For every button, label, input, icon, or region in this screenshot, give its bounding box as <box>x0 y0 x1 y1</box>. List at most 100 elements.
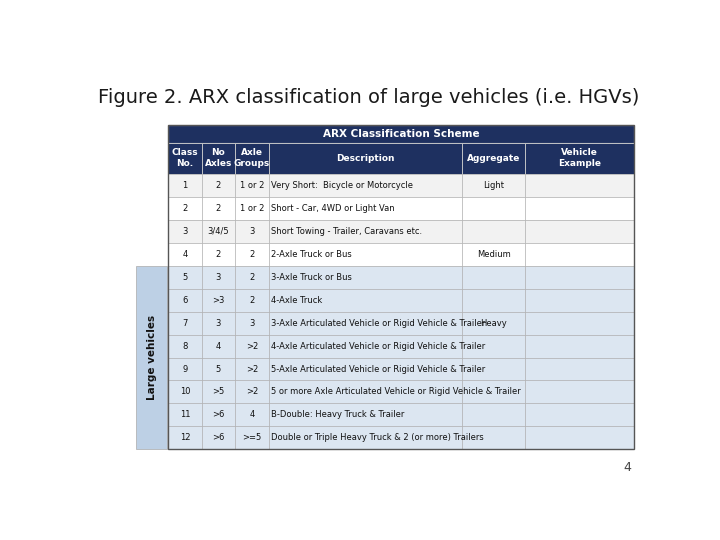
Text: 12: 12 <box>180 434 190 442</box>
Bar <box>462 288 525 312</box>
Bar <box>525 427 634 449</box>
Text: 2-Axle Truck or Bus: 2-Axle Truck or Bus <box>271 249 352 259</box>
Bar <box>235 266 269 288</box>
Bar <box>269 381 462 403</box>
Bar <box>269 288 462 312</box>
Bar <box>136 266 167 449</box>
Text: Axle
Groups: Axle Groups <box>234 148 270 168</box>
Bar <box>462 335 525 357</box>
Text: 3: 3 <box>216 273 221 282</box>
Text: 2: 2 <box>182 204 187 213</box>
Bar <box>235 174 269 197</box>
Text: 3: 3 <box>182 227 188 235</box>
Text: B-Double: Heavy Truck & Trailer: B-Double: Heavy Truck & Trailer <box>271 410 405 420</box>
Text: Short Towing - Trailer, Caravans etc.: Short Towing - Trailer, Caravans etc. <box>271 227 422 235</box>
Text: 5: 5 <box>216 364 221 374</box>
Bar <box>525 266 634 288</box>
Bar <box>462 242 525 266</box>
Text: >5: >5 <box>212 388 225 396</box>
Bar <box>235 381 269 403</box>
Text: 1 or 2: 1 or 2 <box>240 181 264 190</box>
Bar <box>269 357 462 381</box>
Bar <box>269 220 462 242</box>
Text: 4-Axle Truck: 4-Axle Truck <box>271 295 323 305</box>
Bar <box>235 288 269 312</box>
Bar <box>269 427 462 449</box>
Text: 5: 5 <box>182 273 187 282</box>
Text: Very Short:  Bicycle or Motorcycle: Very Short: Bicycle or Motorcycle <box>271 181 413 190</box>
Bar <box>168 174 202 197</box>
Text: 3: 3 <box>249 319 255 328</box>
Bar <box>202 174 235 197</box>
Bar <box>525 357 634 381</box>
Bar <box>269 242 462 266</box>
Bar <box>168 125 634 143</box>
Text: 1: 1 <box>182 181 187 190</box>
Text: 6: 6 <box>182 295 188 305</box>
Text: 3/4/5: 3/4/5 <box>207 227 229 235</box>
Text: >2: >2 <box>246 341 258 350</box>
Text: 4: 4 <box>182 249 187 259</box>
Bar <box>525 143 634 174</box>
Bar <box>202 288 235 312</box>
Bar <box>462 381 525 403</box>
Text: 2: 2 <box>249 273 255 282</box>
Text: >3: >3 <box>212 295 225 305</box>
Bar <box>462 143 525 174</box>
Bar <box>462 266 525 288</box>
Bar <box>202 266 235 288</box>
Bar <box>235 197 269 220</box>
Bar <box>168 312 202 335</box>
Bar <box>525 403 634 427</box>
Text: 5 or more Axle Articulated Vehicle or Rigid Vehicle & Trailer: 5 or more Axle Articulated Vehicle or Ri… <box>271 388 521 396</box>
Bar <box>235 335 269 357</box>
Bar <box>235 357 269 381</box>
Text: >6: >6 <box>212 434 225 442</box>
Text: 2: 2 <box>216 249 221 259</box>
Bar <box>525 174 634 197</box>
Text: 1 or 2: 1 or 2 <box>240 204 264 213</box>
Text: 7: 7 <box>182 319 188 328</box>
Text: Light: Light <box>483 181 504 190</box>
Bar <box>525 220 634 242</box>
Text: 4-Axle Articulated Vehicle or Rigid Vehicle & Trailer: 4-Axle Articulated Vehicle or Rigid Vehi… <box>271 341 485 350</box>
Bar <box>462 174 525 197</box>
Text: 2: 2 <box>216 181 221 190</box>
Bar <box>168 403 202 427</box>
Bar <box>269 174 462 197</box>
Text: 3: 3 <box>249 227 255 235</box>
Text: 2: 2 <box>249 249 255 259</box>
Bar <box>462 312 525 335</box>
Bar <box>202 197 235 220</box>
Bar <box>168 125 634 449</box>
Text: 3-Axle Truck or Bus: 3-Axle Truck or Bus <box>271 273 352 282</box>
Text: No
Axles: No Axles <box>204 148 232 168</box>
Bar <box>462 403 525 427</box>
Text: 2: 2 <box>249 295 255 305</box>
Text: 4: 4 <box>216 341 221 350</box>
Text: >2: >2 <box>246 364 258 374</box>
Bar <box>168 143 202 174</box>
Bar <box>235 427 269 449</box>
Bar <box>235 403 269 427</box>
Bar <box>525 335 634 357</box>
Bar <box>168 242 202 266</box>
Text: ARX Classification Scheme: ARX Classification Scheme <box>323 129 480 139</box>
Text: Heavy: Heavy <box>480 319 507 328</box>
Bar <box>235 143 269 174</box>
Text: Medium: Medium <box>477 249 510 259</box>
Bar <box>202 143 235 174</box>
Bar <box>202 335 235 357</box>
Text: 4: 4 <box>624 461 631 474</box>
Bar <box>202 312 235 335</box>
Bar <box>202 220 235 242</box>
Text: Vehicle
Example: Vehicle Example <box>558 148 601 168</box>
Bar <box>525 288 634 312</box>
Bar <box>269 143 462 174</box>
Text: 2: 2 <box>216 204 221 213</box>
Bar <box>269 312 462 335</box>
Bar <box>168 197 202 220</box>
Bar <box>168 357 202 381</box>
Bar <box>462 357 525 381</box>
Text: 3-Axle Articulated Vehicle or Rigid Vehicle & Trailer: 3-Axle Articulated Vehicle or Rigid Vehi… <box>271 319 485 328</box>
